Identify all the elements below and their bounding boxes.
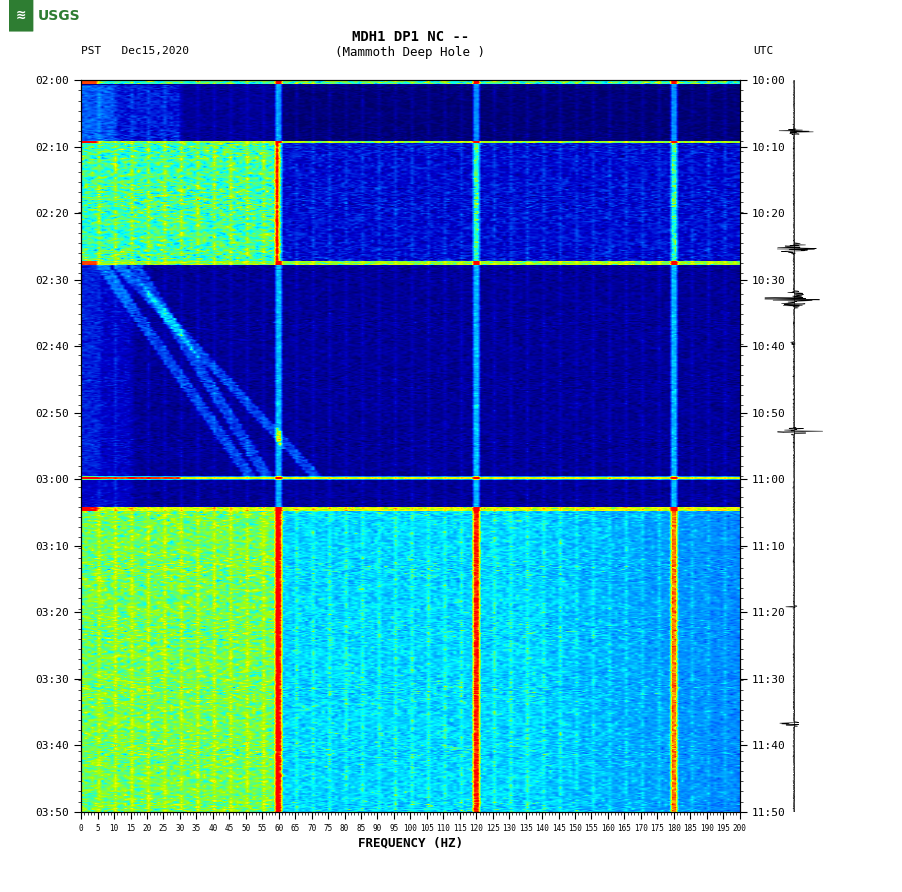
Text: UTC: UTC <box>753 46 773 56</box>
FancyBboxPatch shape <box>8 0 33 31</box>
Text: PST   Dec15,2020: PST Dec15,2020 <box>81 46 189 56</box>
Text: USGS: USGS <box>38 9 80 22</box>
Text: ≋: ≋ <box>15 9 26 22</box>
Text: MDH1 DP1 NC --: MDH1 DP1 NC -- <box>352 30 469 45</box>
X-axis label: FREQUENCY (HZ): FREQUENCY (HZ) <box>358 837 463 850</box>
Text: (Mammoth Deep Hole ): (Mammoth Deep Hole ) <box>336 46 485 60</box>
